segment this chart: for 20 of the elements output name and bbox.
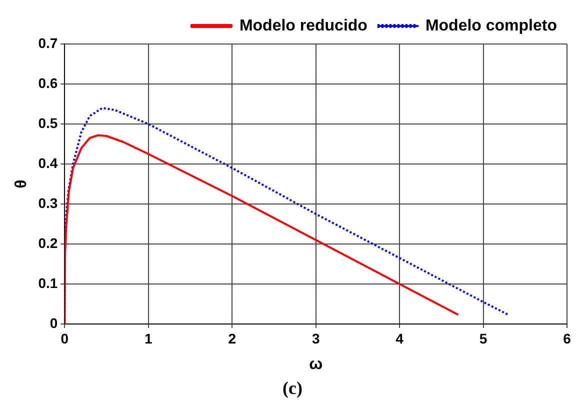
y-tick-label: 0 <box>50 314 58 331</box>
y-axis-title: θ <box>13 180 30 188</box>
y-tick-label: 0.1 <box>38 274 58 291</box>
x-tick-label: 4 <box>396 330 404 346</box>
y-tick-label: 0.5 <box>38 114 58 131</box>
x-tick-label: 0 <box>60 330 69 346</box>
legend-label: Modelo reducido <box>239 17 368 34</box>
text: (c) <box>282 378 304 399</box>
legend-label: Modelo completo <box>425 17 558 34</box>
y-tick-label: 0.2 <box>38 234 58 251</box>
x-tick-label: 2 <box>228 330 236 346</box>
x-tick-label: 1 <box>144 330 152 346</box>
x-tick-label: 3 <box>312 330 320 346</box>
y-tick-label: 0.7 <box>38 34 58 51</box>
x-tick-label: 6 <box>563 330 572 346</box>
y-tick-label: 0.4 <box>38 154 58 171</box>
y-tick-label: 0.6 <box>38 74 58 91</box>
y-tick-label: 0.3 <box>38 194 58 211</box>
x-axis-title: ω <box>309 356 323 373</box>
x-tick-label: 5 <box>479 330 488 346</box>
